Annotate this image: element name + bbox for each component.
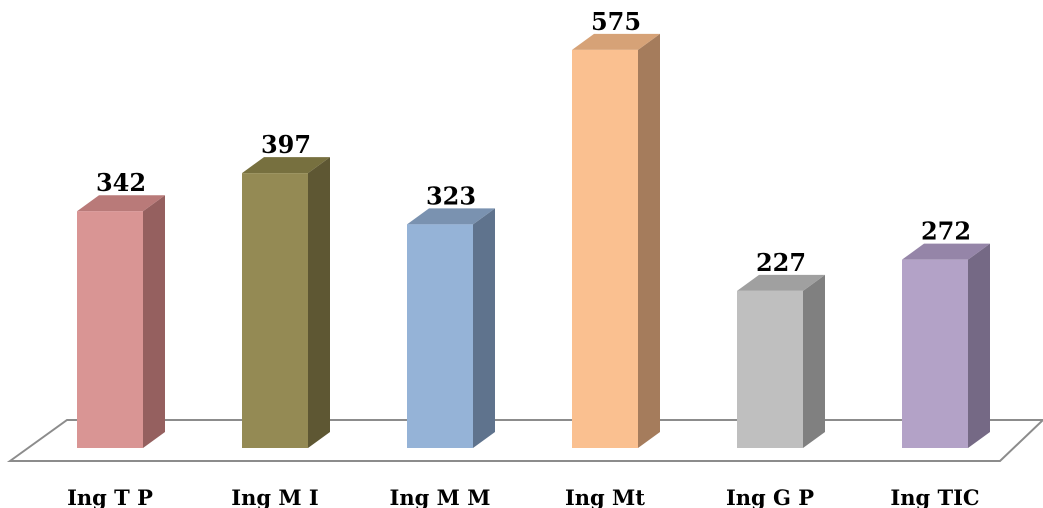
value-label-ing-m-i: 397: [261, 130, 311, 159]
bar-ing-mt: [572, 49, 638, 449]
category-label-ing-mt: Ing Mt: [565, 485, 645, 508]
bar-side-ing-tic: [968, 243, 990, 448]
bar-side-ing-mt: [638, 33, 660, 449]
category-label-ing-m-i: Ing M I: [231, 485, 318, 508]
value-label-ing-mt: 575: [591, 7, 641, 36]
category-label-ing-tic: Ing TIC: [890, 485, 979, 508]
category-label-ing-g-p: Ing G P: [726, 485, 814, 508]
category-label-ing-m-m: Ing M M: [390, 485, 491, 508]
bar-side-ing-m-i: [308, 157, 330, 449]
bar-top-ing-tic: [902, 243, 990, 260]
value-label-ing-g-p: 227: [756, 248, 806, 277]
bar-top-ing-m-m: [407, 208, 495, 225]
bar-ing-tic: [902, 259, 968, 448]
bar-side-ing-g-p: [803, 274, 825, 448]
value-label-ing-m-m: 323: [426, 181, 476, 210]
bar-top-ing-m-i: [242, 157, 330, 174]
bar-ing-m-i: [242, 173, 308, 449]
bar-ing-g-p: [737, 290, 803, 448]
bar-side-ing-m-m: [473, 208, 495, 448]
bar-ing-m-m: [407, 224, 473, 448]
bar-side-ing-t-p: [143, 195, 165, 448]
value-label-ing-t-p: 342: [96, 168, 146, 197]
value-label-ing-tic: 272: [921, 217, 971, 246]
category-label-ing-t-p: Ing T P: [67, 485, 153, 508]
bar-top-ing-t-p: [77, 195, 165, 212]
bar-top-ing-mt: [572, 33, 660, 50]
bars-group: [77, 33, 990, 449]
bar-top-ing-g-p: [737, 274, 825, 291]
bar-ing-t-p: [77, 211, 143, 448]
category-labels-group: Ing T P Ing M I Ing M M Ing Mt Ing G P Ing TI…: [67, 485, 980, 508]
value-labels-group: 342 397 323 575 227 272: [96, 7, 971, 277]
